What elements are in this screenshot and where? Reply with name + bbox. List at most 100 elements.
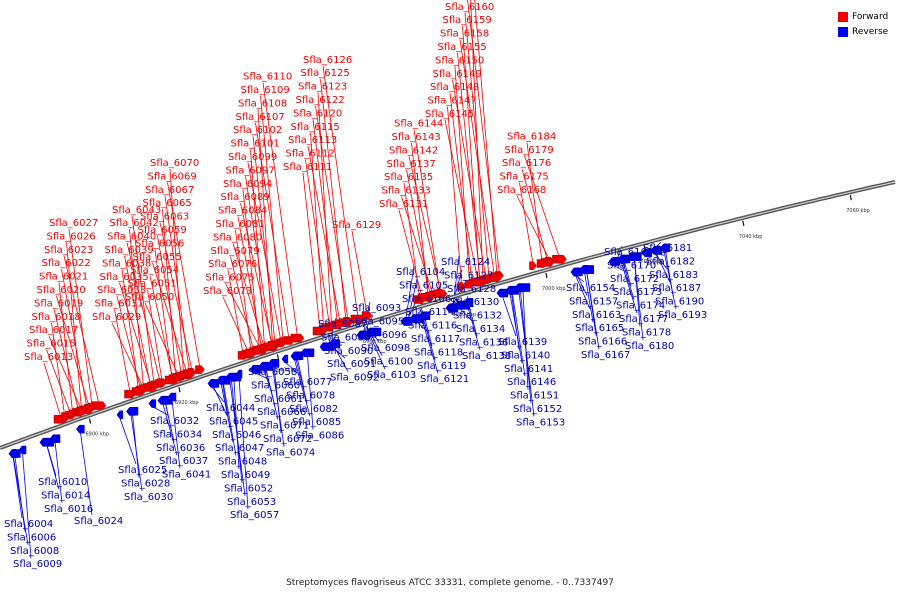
forward-gene-label: Sfla_6063	[140, 212, 189, 223]
reverse-gene-label: Sfla_6036	[156, 443, 205, 454]
forward-gene	[320, 324, 327, 333]
reverse-gene	[570, 267, 581, 277]
reverse-gene	[126, 407, 136, 416]
leader-line	[509, 293, 523, 363]
leader-line	[237, 216, 262, 348]
reverse-gene-label: Sfla_6104	[396, 267, 445, 278]
reverse-gene-label: Sfla_6100	[364, 357, 413, 368]
forward-gene-label: Sfla_6122	[296, 95, 345, 106]
forward-gene-label: Sfla_6176	[502, 158, 551, 169]
tick-mark	[276, 354, 280, 360]
forward-gene	[279, 337, 287, 347]
leader-line	[521, 169, 548, 261]
leader-line	[411, 142, 429, 296]
genome-caption: Streptomyces flavogriseus ATCC 33331, co…	[286, 578, 614, 588]
reverse-gene-label: Sfla_6093	[352, 303, 401, 314]
tick-label: 7020 kbp	[640, 259, 664, 265]
leader-line	[501, 295, 517, 337]
reverse-gene-label: Sfla_6178	[622, 327, 671, 338]
reverse-gene-label: Sfla_6057	[230, 510, 279, 521]
reverse-gene-label: Sfla_6061	[254, 394, 303, 405]
leader-line	[470, 0, 484, 278]
reverse-gene	[148, 399, 157, 408]
forward-gene	[479, 275, 487, 285]
leader-line	[322, 65, 359, 318]
reverse-gene	[268, 359, 277, 368]
forward-gene-label: Sfla_6120	[293, 108, 342, 119]
reverse-gene-label: Sfla_6053	[227, 497, 276, 508]
reverse-gene-label: Sfla_6139	[498, 337, 547, 348]
leader-line	[408, 156, 441, 291]
forward-gene-label: Sfla_6051	[128, 279, 177, 290]
forward-gene-label: Sfla_6155	[438, 42, 487, 53]
forward-gene-label: Sfla_6042	[110, 218, 159, 229]
leader-line	[447, 106, 462, 285]
leader-line	[157, 235, 182, 375]
forward-gene-label: Sfla_6020	[37, 285, 86, 296]
forward-gene-label: Sfla_6075	[206, 273, 255, 284]
reverse-gene	[319, 342, 331, 352]
forward-gene	[61, 412, 68, 421]
forward-gene-label: Sfla_6144	[394, 119, 443, 130]
forward-gene-label: Sfla_6113	[288, 135, 337, 146]
forward-gene	[195, 365, 205, 374]
tick-label: 6960 kbp	[363, 339, 387, 345]
leader-line	[12, 456, 23, 519]
reverse-gene	[608, 257, 616, 266]
reverse-gene-label: Sfla_6190	[655, 297, 704, 308]
forward-gene-label: Sfla_6149	[433, 69, 482, 80]
forward-gene-label: Sfla_6073	[203, 286, 252, 297]
forward-gene-label: Sfla_6102	[233, 125, 282, 136]
forward-gene-label: Sfla_6110	[243, 72, 292, 83]
tick-label: 7040 kbp	[739, 234, 763, 240]
reverse-gene	[8, 449, 19, 458]
leader-line	[212, 386, 228, 416]
leader-line	[519, 182, 534, 264]
forward-gene-label: Sfla_6079	[211, 246, 260, 257]
reverse-gene-label: Sfla_6105	[399, 280, 448, 291]
reverse-gene	[18, 445, 27, 455]
leader-line	[232, 243, 265, 346]
forward-gene	[327, 321, 336, 331]
leader-line	[406, 169, 431, 295]
reverse-gene-label: Sfla_6170	[607, 260, 656, 271]
forward-gene-label: Sfla_6150	[435, 55, 484, 66]
forward-gene-label: Sfla_6035	[100, 272, 149, 283]
forward-gene-label: Sfla_6027	[49, 218, 98, 229]
reverse-gene-label: Sfla_6193	[658, 310, 707, 321]
legend-item-reverse: Reverse	[838, 24, 888, 39]
leader-line	[225, 283, 261, 349]
reverse-gene-label: Sfla_6117	[411, 334, 460, 345]
reverse-gene	[418, 311, 426, 321]
reverse-gene-label: Sfla_6047	[215, 443, 264, 454]
reverse-gene-label: Sfla_6182	[646, 256, 695, 267]
leader-line	[320, 79, 347, 321]
forward-gene-label: Sfla_6065	[143, 198, 192, 209]
leader-line	[230, 256, 254, 350]
leader-line	[663, 250, 677, 310]
forward-gene-label: Sfla_6125	[301, 68, 350, 79]
leader-line	[54, 441, 63, 503]
forward-gene	[68, 409, 77, 419]
reverse-gene-label: Sfla_6066	[257, 407, 306, 418]
leader-line	[240, 203, 273, 344]
forward-gene-label: Sfla_6070	[150, 158, 199, 169]
reverse-gene	[235, 369, 243, 379]
forward-gene	[536, 259, 548, 268]
tick-label: 7060 kbp	[846, 208, 870, 214]
reverse-gene-label: Sfla_6138	[462, 351, 511, 362]
forward-gene-label: Sfla_6015	[27, 339, 76, 350]
reverse-gene-label: Sfla_6173	[613, 287, 662, 298]
forward-gene-label: Sfla_6033	[97, 285, 146, 296]
forward-gene	[529, 261, 537, 270]
leader-line	[526, 142, 543, 262]
forward-gene	[421, 293, 435, 302]
reverse-gene	[617, 255, 626, 264]
reverse-gene-label: Sfla_6086	[295, 431, 344, 442]
forward-gene-label: Sfla_6069	[148, 171, 197, 182]
forward-gene-label: Sfla_6043	[112, 205, 161, 216]
leader-line	[369, 335, 386, 370]
leader-line	[48, 336, 82, 410]
leader-line	[121, 269, 139, 390]
leader-line	[171, 399, 181, 469]
